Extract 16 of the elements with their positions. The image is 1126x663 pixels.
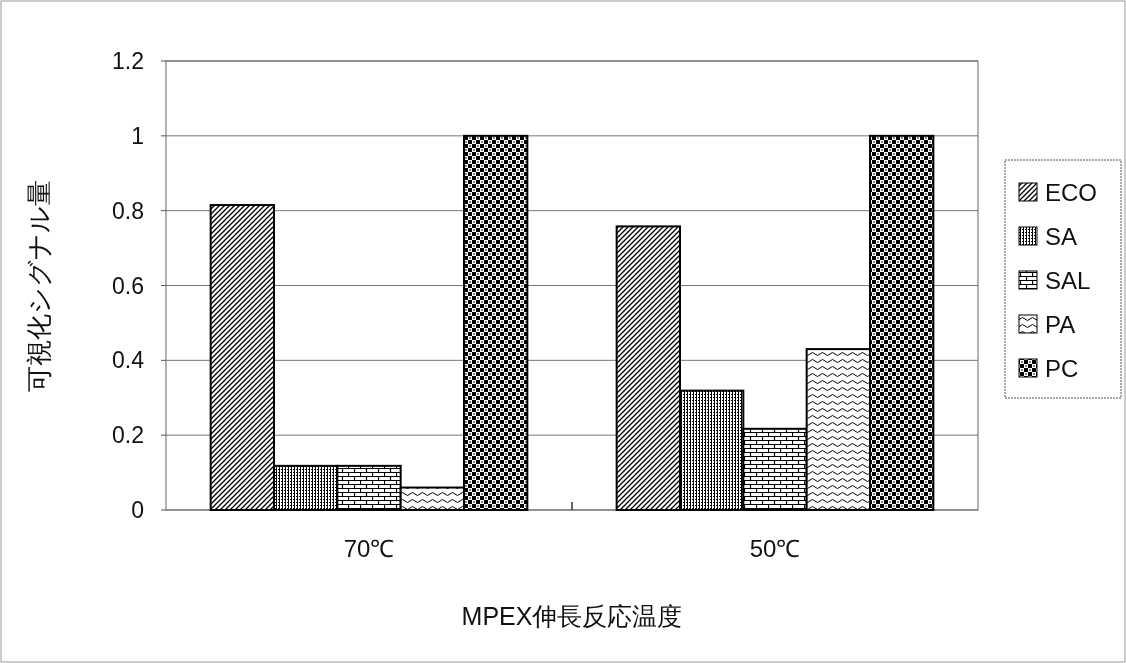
legend-label: ECO: [1045, 179, 1098, 206]
x-tick-label: 70℃: [343, 535, 395, 562]
x-axis-title: MPEX伸長反応温度: [461, 602, 683, 630]
y-tick-label: 1: [131, 122, 144, 149]
y-tick-label: 0: [131, 497, 144, 523]
y-tick-label: 0.6: [112, 272, 144, 299]
x-tick-label: 50℃: [749, 535, 801, 562]
y-axis-title: 可視化シグナル量: [24, 179, 54, 392]
legend-label: SA: [1045, 223, 1078, 250]
y-tick-label: 0.4: [112, 347, 145, 374]
y-tick-label: 0.2: [112, 422, 144, 449]
y-tick-label: 1.2: [112, 48, 144, 74]
legend-label: PC: [1045, 355, 1079, 382]
legend-label: PA: [1045, 311, 1076, 338]
y-tick-label: 0.8: [112, 197, 144, 224]
legend-label: SAL: [1045, 267, 1091, 294]
